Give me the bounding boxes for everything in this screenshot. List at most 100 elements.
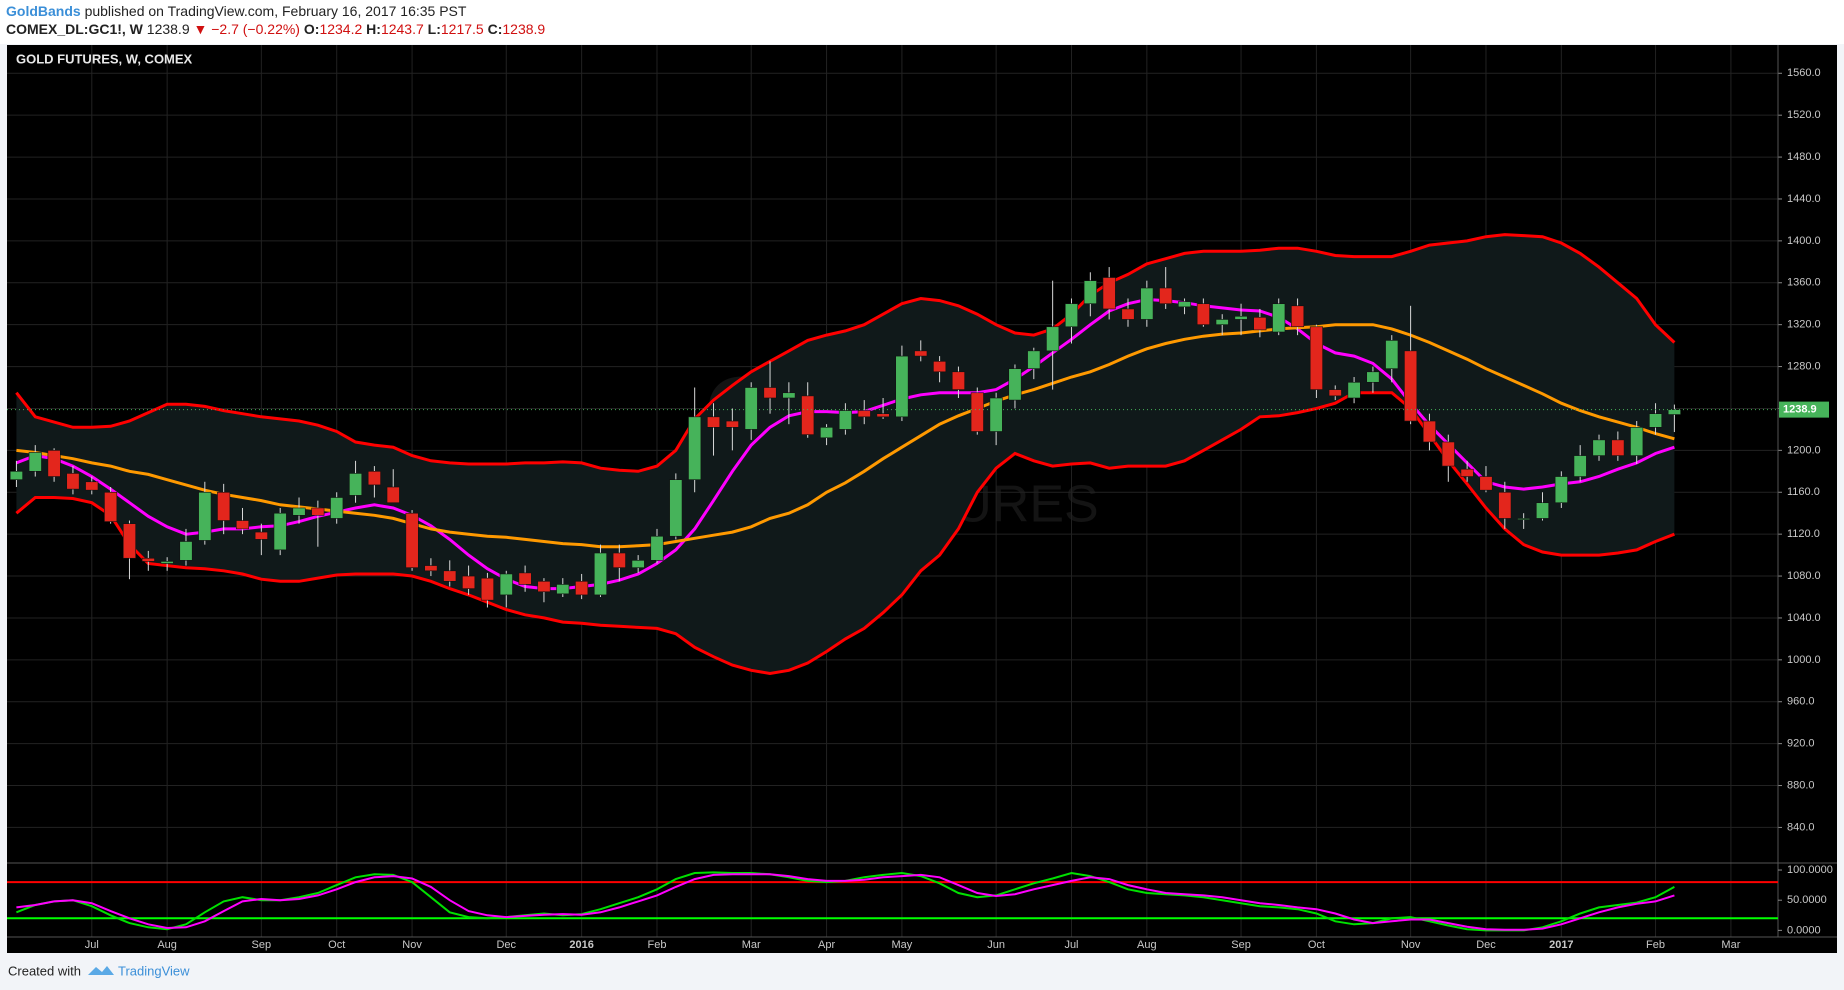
candle-body [1140,287,1154,320]
candle-body [518,572,532,585]
y-tick-label: 1040.0 [1787,612,1821,624]
y-tick-label: 1320.0 [1787,319,1821,331]
candle-body [1234,315,1248,320]
y-tick-label: 100.0000 [1787,864,1833,876]
indicator-line [15,391,1675,676]
h-value: 1243.7 [381,21,424,37]
candle-body [1404,350,1418,422]
candle-body [593,552,607,596]
candle-body [688,416,702,480]
candle-body [1535,502,1550,519]
candle-body [1027,350,1041,369]
l-label: L: [428,21,441,37]
candle-body [1573,455,1587,477]
candle-body [480,577,494,601]
candle-body [1178,301,1192,308]
candle-body [217,491,231,521]
candle-body [820,427,834,439]
l-value: 1217.5 [441,21,484,37]
candle-body [1517,518,1531,520]
y-tick-label: 1200.0 [1787,444,1821,456]
y-tick-label: 0.0000 [1787,924,1821,936]
candle-body [1366,371,1380,383]
x-tick-label: Nov [1401,939,1421,951]
x-tick-label: 2017 [1549,939,1573,951]
candle-body [744,387,758,430]
tv-logo [88,966,114,975]
candle-body [28,452,42,472]
candle-body [273,512,287,551]
symbol: COMEX_DL:GC1!, W [6,21,144,37]
x-tick-label: Oct [1308,939,1325,951]
x-tick-label: Jul [85,939,99,951]
candle-body [330,497,344,519]
y-tick-label: 1120.0 [1787,528,1820,540]
c-label: C: [488,21,503,37]
y-tick-label: 880.0 [1787,779,1815,791]
candle-body [989,397,1003,432]
candle-body [782,392,796,399]
x-tick-label: Dec [496,939,516,951]
y-tick-label: 1440.0 [1787,193,1821,205]
candle-body [85,481,99,491]
candle-body [876,413,890,418]
footer-brand[interactable]: TradingView [118,963,190,978]
candle-body [1649,413,1663,428]
candle-body [1253,317,1267,331]
y-tick-label: 1360.0 [1787,277,1821,289]
candle-body [367,471,381,486]
candle-body [575,580,589,596]
candle-body [914,350,928,357]
candle-body [895,355,909,418]
candle-body [1498,491,1512,519]
candle-body [1385,340,1399,369]
candle-body [122,523,136,559]
y-tick-label: 1160.0 [1787,486,1820,498]
candle-body [1121,308,1135,320]
x-tick-label: Jul [1064,939,1078,951]
candle-body [838,410,852,430]
candle-body [311,507,325,516]
author[interactable]: GoldBands [6,3,81,19]
candle-body [933,361,947,373]
candle-body [556,584,570,595]
candle-body [725,420,739,428]
last-price-label: 1238.9 [1783,404,1817,416]
c-value: 1238.9 [502,21,545,37]
o-label: O: [304,21,320,37]
x-tick-label: Nov [402,939,422,951]
candle-body [1460,468,1474,477]
candle-body [537,580,551,593]
x-tick-label: 2016 [569,939,593,951]
candle-body [254,531,268,540]
candle-body [1046,326,1060,352]
last-price-box [1779,401,1829,418]
candle-body [405,512,419,568]
candle-body [650,535,664,561]
y-tick-label: 1480.0 [1787,151,1821,163]
x-tick-label: Sep [1231,939,1251,951]
candle-body [160,561,174,564]
candle-body [1064,303,1079,328]
candle-body [763,387,777,399]
x-tick-label: Mar [742,939,761,951]
candle-body [1008,368,1022,401]
x-tick-label: Apr [818,939,835,951]
candle-body [141,557,155,562]
candle-body [801,395,815,435]
candle-body [462,575,476,589]
candle-body [179,541,193,561]
y-tick-label: 1400.0 [1787,235,1821,247]
y-tick-label: 840.0 [1787,821,1815,833]
y-tick-label: 50.0000 [1787,894,1827,906]
y-tick-label: 960.0 [1787,696,1815,708]
candle-body [292,507,306,516]
last: 1238.9 [147,21,190,37]
candle-body [1083,280,1097,305]
candle-body [970,392,984,432]
change: ▼ −2.7 (−0.22%) [194,21,300,37]
candle-body [1291,305,1305,328]
x-tick-label: Feb [648,939,667,951]
candle-body [612,552,626,568]
y-tick-label: 1080.0 [1787,570,1821,582]
